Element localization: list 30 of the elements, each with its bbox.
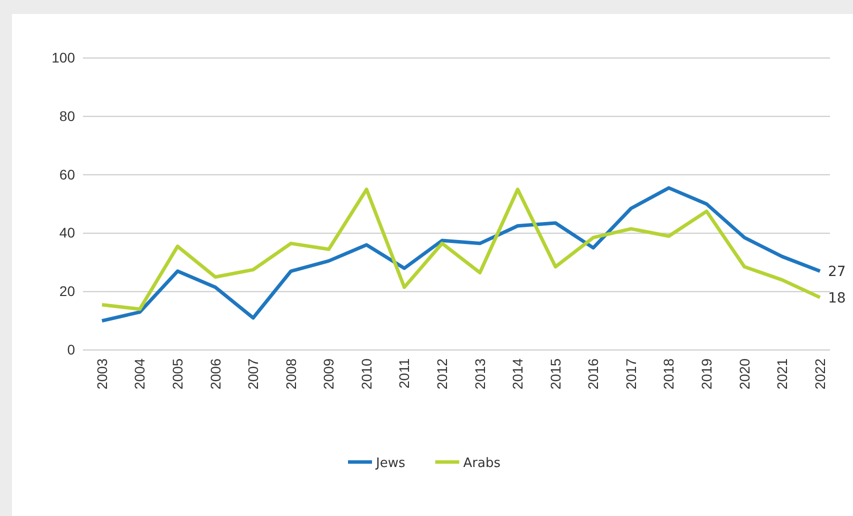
x-tick-label: 2015 — [547, 358, 564, 390]
x-tick-label: 2007 — [245, 358, 262, 390]
x-tick-label: 2004 — [132, 358, 148, 390]
y-tick-label: 60 — [59, 166, 76, 182]
x-tick-label: 2018 — [660, 358, 677, 390]
x-tick-label: 2012 — [434, 358, 450, 390]
x-tick-label: 2003 — [94, 358, 110, 390]
x-tick-label: 2019 — [698, 358, 715, 390]
data-label: 18 — [828, 290, 846, 306]
legend-label: Jews — [375, 456, 406, 471]
x-tick-label: 2014 — [510, 358, 526, 390]
x-tick-label: 2005 — [169, 358, 186, 390]
data-label: 27 — [828, 264, 846, 280]
x-tick-label: 2010 — [358, 358, 374, 390]
y-tick-label: 20 — [59, 283, 76, 300]
legend-label: Arabs — [463, 456, 501, 471]
x-tick-label: 2009 — [320, 358, 337, 390]
y-tick-label: 100 — [52, 49, 76, 66]
x-tick-label: 2011 — [396, 358, 412, 389]
x-tick-label: 2016 — [585, 358, 602, 390]
x-tick-label: 2021 — [774, 358, 790, 390]
y-tick-label: 40 — [59, 224, 76, 241]
x-tick-label: 2017 — [622, 358, 639, 390]
x-tick-label: 2008 — [282, 358, 299, 390]
x-tick-label: 2006 — [207, 358, 224, 390]
x-tick-label: 2013 — [472, 358, 488, 390]
y-tick-label: 0 — [67, 341, 76, 358]
x-tick-label: 2022 — [812, 358, 828, 390]
x-tick-label: 2020 — [736, 358, 752, 390]
y-tick-label: 80 — [59, 108, 76, 124]
